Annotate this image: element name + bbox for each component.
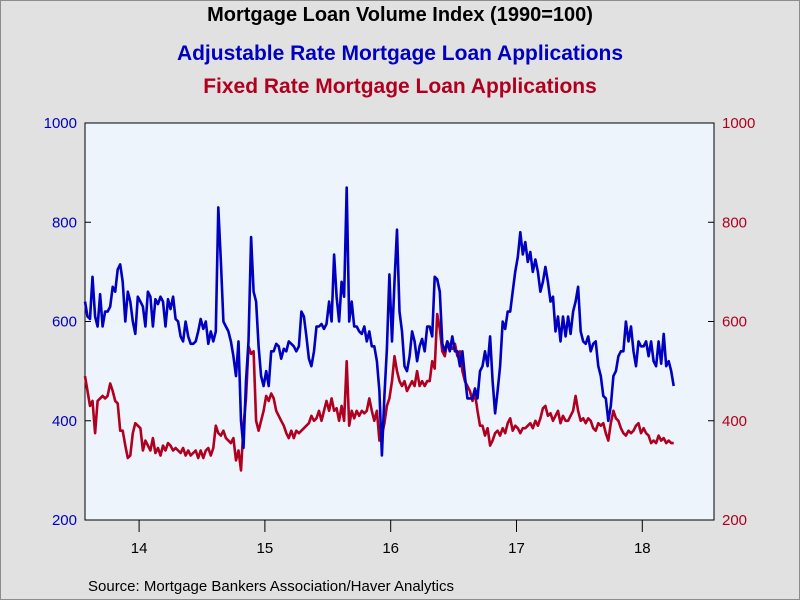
adjustable-rate-line xyxy=(83,186,675,457)
right-tick-label: 1000 xyxy=(722,115,755,132)
fixed-rate-line xyxy=(83,312,674,472)
right-tick-label: 600 xyxy=(722,314,747,331)
left-tick-label: 800 xyxy=(52,214,77,231)
right-tick-label: 800 xyxy=(722,214,747,231)
left-tick-label: 200 xyxy=(52,512,77,529)
source-note: Source: Mortgage Bankers Association/Hav… xyxy=(88,578,455,595)
x-tick-label: 18 xyxy=(634,540,651,557)
subtitle-fixed: Fixed Rate Mortgage Loan Applications xyxy=(203,75,597,98)
subtitle-adjustable: Adjustable Rate Mortgage Loan Applicatio… xyxy=(176,42,624,65)
series-lines xyxy=(83,186,675,472)
x-tick-label: 17 xyxy=(508,540,525,557)
left-tick-label: 400 xyxy=(52,413,77,430)
chart-title: Mortgage Loan Volume Index (1990=100) xyxy=(207,4,593,26)
right-tick-label: 400 xyxy=(722,413,747,430)
left-axis: 200 400 600 800 1000 xyxy=(44,115,91,529)
left-tick-label: 600 xyxy=(52,314,77,331)
right-axis: 200 400 600 800 1000 xyxy=(708,115,755,529)
x-tick-label: 16 xyxy=(382,540,399,557)
x-tick-label: 15 xyxy=(257,540,274,557)
x-tick-label: 14 xyxy=(131,540,148,557)
x-axis: 14 15 16 17 18 xyxy=(131,520,651,557)
left-tick-label: 1000 xyxy=(44,115,77,132)
right-tick-label: 200 xyxy=(722,512,747,529)
